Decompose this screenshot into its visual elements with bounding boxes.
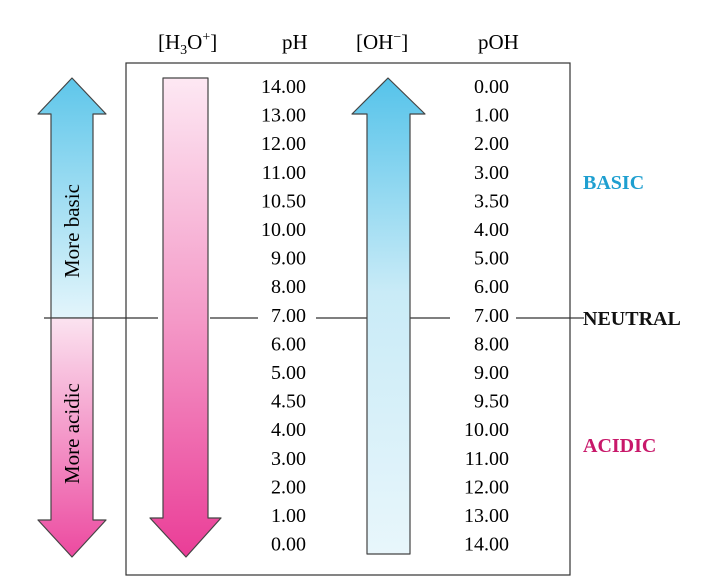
poh-value: 14.00 xyxy=(464,534,509,556)
poh-value: 9.00 xyxy=(474,362,509,384)
more-basic-label: More basic xyxy=(60,184,84,278)
poh-value: 10.00 xyxy=(464,419,509,441)
oh-header: [OH−] xyxy=(356,30,408,54)
acidic-label: ACIDIC xyxy=(583,435,656,457)
ph-value: 4.50 xyxy=(271,391,306,413)
ph-value: 11.00 xyxy=(262,162,306,184)
left-double-arrow: More basic More acidic xyxy=(37,77,107,558)
ph-value: 0.00 xyxy=(271,534,306,556)
h3o-header: [H3O+] xyxy=(158,30,217,58)
poh-value: 5.00 xyxy=(474,248,509,270)
left-arrow-acidic-half xyxy=(37,317,107,558)
neutral-label: NEUTRAL xyxy=(583,308,681,330)
ph-value: 4.00 xyxy=(271,419,306,441)
h3o-arrow xyxy=(149,77,222,558)
poh-value: 4.00 xyxy=(474,219,509,241)
oh-arrow xyxy=(351,77,426,555)
ph-header: pH xyxy=(282,30,308,54)
h3o-arrow-shape xyxy=(149,77,222,558)
ph-value: 7.00 xyxy=(271,305,306,327)
poh-value: 0.00 xyxy=(474,76,509,98)
poh-value: 6.00 xyxy=(474,276,509,298)
poh-value: 11.00 xyxy=(465,448,509,470)
ph-values-column: 14.00 13.00 12.00 11.00 10.50 10.00 9.00 8.00 7.… xyxy=(261,76,306,556)
poh-value: 12.00 xyxy=(464,476,509,498)
more-acidic-label: More acidic xyxy=(60,383,84,484)
basic-label: BASIC xyxy=(583,172,644,194)
ph-value: 3.00 xyxy=(271,448,306,470)
ph-value: 13.00 xyxy=(261,105,306,127)
poh-value: 8.00 xyxy=(474,333,509,355)
poh-values-column: 0.00 1.00 2.00 3.00 3.50 4.00 5.00 6.00 7.00 8.00… xyxy=(464,76,509,556)
ph-value: 8.00 xyxy=(271,276,306,298)
ph-value: 2.00 xyxy=(271,476,306,498)
ph-value: 6.00 xyxy=(271,333,306,355)
ph-value: 10.00 xyxy=(261,219,306,241)
ph-value: 10.50 xyxy=(261,190,306,212)
ph-value: 5.00 xyxy=(271,362,306,384)
poh-value: 3.50 xyxy=(474,190,509,212)
poh-value: 1.00 xyxy=(474,105,509,127)
poh-value: 3.00 xyxy=(474,162,509,184)
ph-value: 12.00 xyxy=(261,133,306,155)
ph-value: 14.00 xyxy=(261,76,306,98)
oh-arrow-shape xyxy=(351,77,426,555)
ph-value: 1.00 xyxy=(271,505,306,527)
poh-value: 7.00 xyxy=(474,305,509,327)
poh-header: pOH xyxy=(478,30,519,54)
poh-value: 2.00 xyxy=(474,133,509,155)
poh-value: 9.50 xyxy=(474,391,509,413)
ph-value: 9.00 xyxy=(271,248,306,270)
poh-value: 13.00 xyxy=(464,505,509,527)
